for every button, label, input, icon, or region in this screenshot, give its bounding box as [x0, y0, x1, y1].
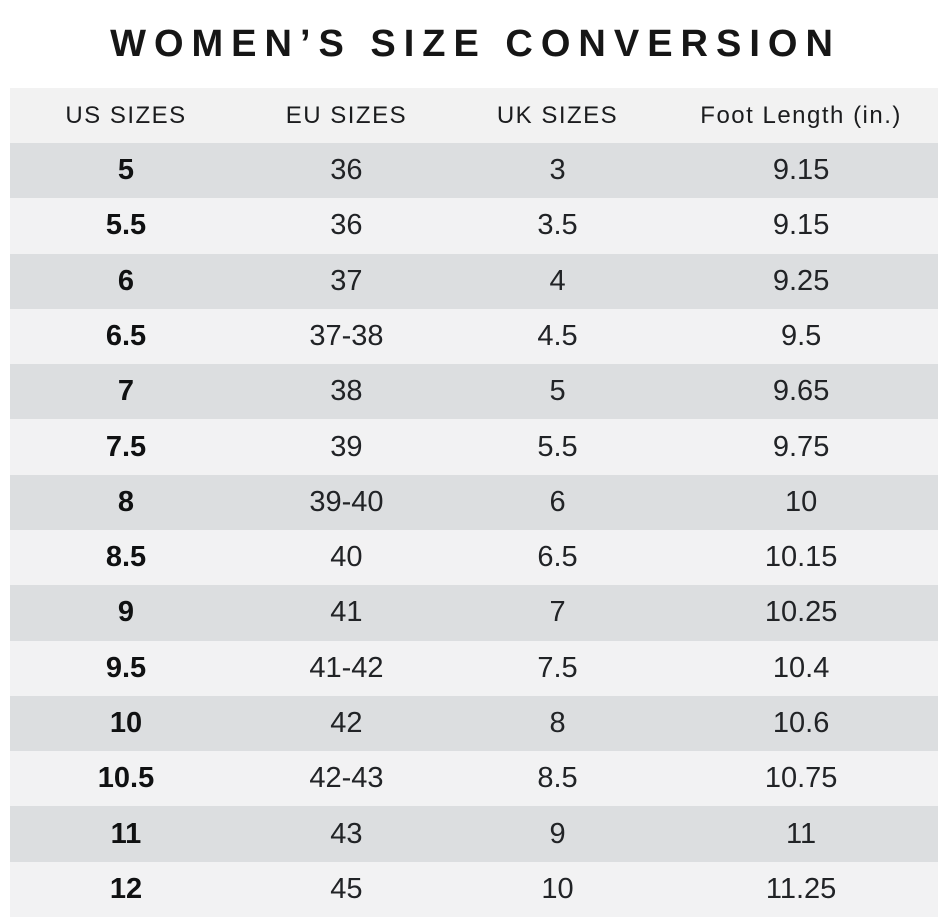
uk-sizes-cell: 3	[549, 154, 566, 187]
eu-sizes-cell: 37	[330, 264, 363, 297]
table-header-row: US SIZES EU SIZES UK SIZES Foot Length (in.…	[10, 88, 938, 143]
header-cell-foot-length: Foot Length (in.)	[700, 101, 902, 129]
foot-length-cell: 10.25	[764, 596, 838, 629]
foot-length-cell: 9.5	[780, 319, 822, 352]
uk-sizes-cell: 5	[549, 375, 566, 408]
uk-sizes-cell: 6.5	[537, 541, 578, 574]
eu-sizes-cell: 42	[330, 706, 363, 739]
uk-sizes-cell: 4.5	[537, 319, 578, 352]
table-row: 6 37 4 9.25	[10, 253, 938, 309]
table-row: 7 38 5 9.65	[10, 364, 938, 420]
foot-length-cell: 9.25	[772, 264, 830, 297]
page-title: WOMEN’S SIZE CONVERSION	[110, 22, 841, 65]
table-row: 5 36 3 9.15	[10, 143, 938, 199]
foot-length-cell: 9.75	[772, 430, 830, 463]
header-cell-uk-sizes: UK SIZES	[496, 101, 619, 129]
size-conversion-table: US SIZES EU SIZES UK SIZES Foot Length (in.…	[10, 88, 938, 917]
header-cell-eu-sizes: EU SIZES	[285, 101, 408, 129]
uk-sizes-cell: 4	[549, 264, 566, 297]
table-row: 7.5 39 5.5 9.75	[10, 419, 938, 475]
us-sizes-cell: 12	[109, 872, 143, 905]
table-row: 10.5 42-43 8.5 10.75	[10, 751, 938, 807]
foot-length-cell: 9.15	[772, 209, 830, 242]
uk-sizes-cell: 10	[541, 872, 574, 905]
eu-sizes-cell: 38	[330, 375, 363, 408]
table-row: 12 45 10 11.25	[10, 861, 938, 917]
table-row: 5.5 36 3.5 9.15	[10, 198, 938, 254]
title-area: WOMEN’S SIZE CONVERSION	[0, 0, 951, 88]
foot-length-cell: 11	[786, 817, 817, 850]
foot-length-cell: 10.4	[772, 651, 830, 684]
us-sizes-cell: 10	[109, 706, 143, 739]
us-sizes-cell: 7	[117, 375, 135, 408]
eu-sizes-cell: 41-42	[309, 651, 384, 684]
header-cell-us-sizes: US SIZES	[65, 101, 187, 129]
foot-length-cell: 11.25	[765, 872, 837, 905]
us-sizes-cell: 9.5	[105, 651, 147, 684]
us-sizes-cell: 5.5	[105, 209, 147, 242]
eu-sizes-cell: 36	[330, 154, 363, 187]
table-row: 10 42 8 10.6	[10, 695, 938, 752]
table-row: 9 41 7 10.25	[10, 585, 938, 641]
us-sizes-cell: 6.5	[105, 319, 147, 352]
foot-length-cell: 9.65	[772, 375, 830, 408]
eu-sizes-cell: 40	[330, 541, 363, 574]
us-sizes-cell: 6	[117, 264, 135, 297]
eu-sizes-cell: 36	[330, 209, 363, 242]
uk-sizes-cell: 9	[549, 817, 566, 850]
uk-sizes-cell: 7.5	[537, 651, 578, 684]
us-sizes-cell: 5	[117, 154, 135, 187]
uk-sizes-cell: 3.5	[537, 209, 578, 242]
foot-length-cell: 10.6	[772, 706, 830, 739]
table-row: 9.5 41-42 7.5 10.4	[10, 640, 938, 696]
table-row: 8.5 40 6.5 10.15	[10, 529, 938, 586]
eu-sizes-cell: 42-43	[309, 762, 384, 795]
us-sizes-cell: 8.5	[105, 541, 147, 574]
eu-sizes-cell: 39-40	[309, 485, 384, 518]
us-sizes-cell: 7.5	[105, 430, 147, 463]
table-row: 11 43 9 11	[10, 806, 938, 862]
uk-sizes-cell: 7	[549, 596, 566, 629]
uk-sizes-cell: 8	[549, 706, 566, 739]
foot-length-cell: 10.15	[764, 541, 838, 574]
uk-sizes-cell: 5.5	[537, 430, 578, 463]
us-sizes-cell: 8	[117, 485, 135, 518]
foot-length-cell: 10.75	[764, 762, 838, 795]
table-row: 8 39-40 6 10	[10, 474, 938, 530]
table-body: 5 36 3 9.15 5.5 36 3.5 9.15 6 37 4 9.25 6.5 37-38 4.5 9…	[10, 143, 938, 917]
uk-sizes-cell: 6	[549, 485, 566, 518]
eu-sizes-cell: 43	[330, 817, 363, 850]
foot-length-cell: 9.15	[772, 154, 830, 187]
us-sizes-cell: 10.5	[97, 762, 155, 795]
us-sizes-cell: 11	[110, 817, 142, 850]
foot-length-cell: 10	[784, 485, 818, 518]
eu-sizes-cell: 39	[330, 430, 363, 463]
table-row: 6.5 37-38 4.5 9.5	[10, 308, 938, 365]
us-sizes-cell: 9	[117, 596, 135, 629]
uk-sizes-cell: 8.5	[537, 762, 578, 795]
eu-sizes-cell: 37-38	[309, 319, 384, 352]
eu-sizes-cell: 45	[330, 872, 363, 905]
eu-sizes-cell: 41	[330, 596, 363, 629]
